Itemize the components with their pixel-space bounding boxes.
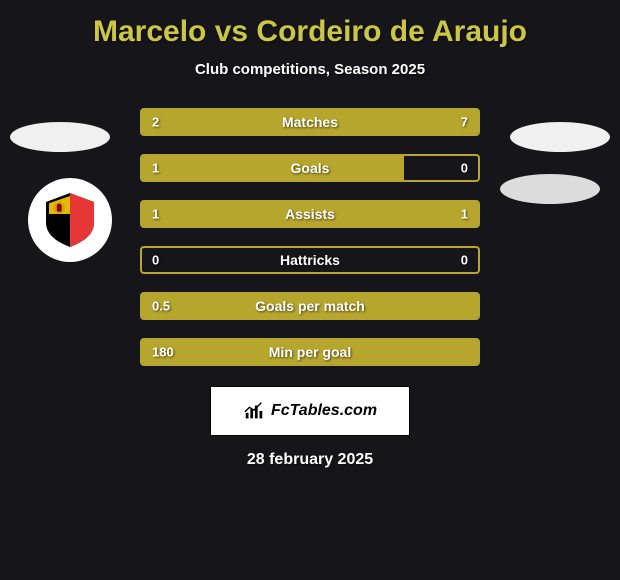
bar-value-left: 0 xyxy=(152,253,159,268)
bar-label: Min per goal xyxy=(269,344,351,360)
bar-fill-right xyxy=(216,110,478,134)
bar-fill-right xyxy=(310,202,478,226)
bar-value-left: 2 xyxy=(152,115,159,130)
bar-row-goals: 1 Goals 0 xyxy=(140,154,480,182)
bar-value-right: 7 xyxy=(461,115,468,130)
bar-value-left: 1 xyxy=(152,161,159,176)
stats-bars: 2 Matches 7 1 Goals 0 1 Assists 1 0 Hatt… xyxy=(140,108,480,366)
date: 28 february 2025 xyxy=(0,451,620,469)
bar-value-left: 1 xyxy=(152,207,159,222)
bar-value-left: 0.5 xyxy=(152,299,170,314)
fctables-badge: FcTables.com xyxy=(210,386,410,436)
bar-row-goals-per-match: 0.5 Goals per match xyxy=(140,292,480,320)
bar-row-assists: 1 Assists 1 xyxy=(140,200,480,228)
bar-label: Goals per match xyxy=(255,298,365,314)
bar-label: Assists xyxy=(285,206,335,222)
shield-icon xyxy=(40,190,100,250)
main-container: Marcelo vs Cordeiro de Araujo Club compe… xyxy=(0,0,620,484)
club-badge-right xyxy=(500,174,600,204)
page-title: Marcelo vs Cordeiro de Araujo xyxy=(0,15,620,49)
bar-label: Hattricks xyxy=(280,252,340,268)
bar-row-hattricks: 0 Hattricks 0 xyxy=(140,246,480,274)
bar-row-min-per-goal: 180 Min per goal xyxy=(140,338,480,366)
subtitle: Club competitions, Season 2025 xyxy=(0,61,620,78)
fctables-text: FcTables.com xyxy=(271,402,377,420)
bar-value-left: 180 xyxy=(152,345,174,360)
bar-value-right: 1 xyxy=(461,207,468,222)
bar-label: Matches xyxy=(282,114,338,130)
bar-fill-left xyxy=(142,156,404,180)
bar-value-right: 0 xyxy=(461,253,468,268)
club-badge-left xyxy=(28,178,112,262)
bar-value-right: 0 xyxy=(461,161,468,176)
chart-icon xyxy=(243,400,265,422)
bar-label: Goals xyxy=(291,160,330,176)
player-avatar-right xyxy=(510,122,610,152)
player-avatar-left xyxy=(10,122,110,152)
bar-row-matches: 2 Matches 7 xyxy=(140,108,480,136)
